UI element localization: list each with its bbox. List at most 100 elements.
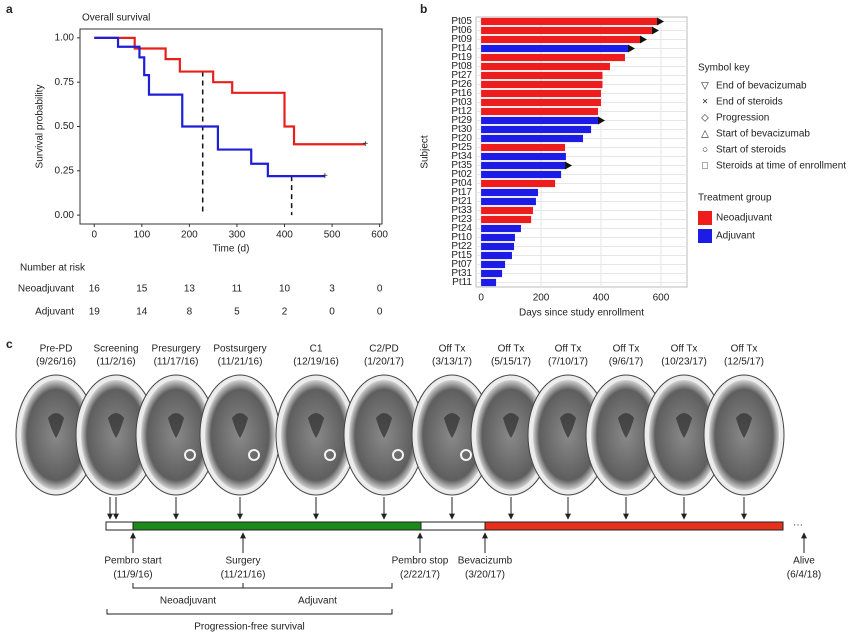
mri-ventricle: [618, 413, 634, 438]
y-tick-label: Pt23: [451, 214, 472, 225]
event-date: (11/9/16): [113, 570, 152, 581]
legend-item: Start of steroids: [716, 145, 786, 156]
y-tick-label: Pt30: [451, 124, 472, 135]
plot-frame: [79, 28, 383, 225]
event-date: (3/20/17): [465, 570, 505, 581]
legend-symbol: ◇: [701, 113, 709, 124]
bar: [481, 98, 601, 107]
survival-curve: [94, 36, 366, 146]
scan-date: (12/5/17): [724, 357, 764, 368]
scan-date: (11/2/16): [96, 357, 135, 368]
legend-item: End of steroids: [716, 97, 783, 108]
y-tick-label: 0.25: [55, 165, 75, 176]
risk-value: 10: [279, 284, 291, 295]
y-tick-label: Pt09: [451, 34, 472, 45]
bar: [481, 107, 598, 116]
scan-label: Pre-PD: [40, 344, 73, 355]
x-tick-label: 100: [133, 230, 150, 241]
bar: [481, 233, 515, 242]
lesion: [460, 449, 472, 461]
censor-mark: +: [322, 171, 328, 182]
x-tick-label: 300: [229, 230, 246, 241]
phase-label: Progression-free survival: [194, 622, 305, 633]
bar: [481, 134, 583, 143]
y-axis-label: Survival probability: [35, 85, 46, 169]
scan-date: (12/19/16): [293, 357, 339, 368]
phase-bracket: [106, 609, 393, 615]
bar: [481, 224, 521, 233]
risk-value: 8: [187, 307, 193, 318]
event-date: (6/4/18): [787, 570, 821, 581]
lesion: [248, 449, 260, 461]
panel-label: a: [6, 2, 13, 16]
ongoing-arrow: [627, 44, 635, 53]
bevacizumab-period: [484, 521, 784, 531]
phase-label: Adjuvant: [298, 596, 337, 607]
lesion: [324, 449, 336, 461]
y-tick-label: Pt26: [451, 79, 472, 90]
legend-item: Start of bevacizumab: [716, 129, 810, 140]
bar: [481, 188, 539, 197]
legend-symbol: □: [702, 161, 708, 172]
risk-value: 11: [232, 284, 243, 295]
bar: [481, 152, 566, 161]
mri-ventricle: [676, 413, 692, 438]
bar: [481, 17, 658, 26]
risk-value: 15: [136, 284, 148, 295]
panel-label: b: [420, 2, 427, 16]
y-tick-label: Pt29: [451, 115, 472, 126]
scan-label: C2/PD: [369, 344, 398, 355]
legend-symbol: ×: [702, 97, 708, 108]
mri-ventricle: [108, 413, 124, 438]
y-tick-label: Pt16: [451, 88, 472, 99]
bar: [481, 242, 515, 251]
bar: [481, 215, 532, 224]
legend-item: Progression: [716, 113, 769, 124]
mri-ventricle: [560, 413, 576, 438]
bar: [481, 260, 506, 269]
lesion: [184, 449, 196, 461]
y-tick-label: Pt14: [451, 43, 472, 54]
y-tick-label: Pt11: [452, 277, 472, 288]
x-tick-label: 0: [91, 230, 97, 241]
plot-bg: [475, 16, 688, 288]
bar: [481, 116, 598, 125]
ongoing-arrow: [565, 161, 573, 170]
risk-value: 0: [377, 284, 383, 295]
pembro-period: [132, 521, 422, 531]
bar: [481, 206, 533, 215]
risk-value: 0: [329, 307, 335, 318]
scan-date: (9/6/17): [609, 357, 643, 368]
y-tick-label: Pt10: [451, 232, 472, 243]
y-tick-label: Pt34: [451, 151, 472, 162]
mri-ventricle: [503, 413, 519, 438]
y-tick-label: Pt02: [451, 169, 472, 180]
legend-symbol: ○: [702, 145, 708, 156]
bar: [481, 179, 556, 188]
risk-value: 16: [89, 284, 101, 295]
mri-ventricle: [444, 413, 460, 438]
y-tick-label: Pt24: [451, 223, 472, 234]
ongoing-arrow: [597, 116, 605, 125]
y-tick-label: Pt27: [451, 70, 472, 81]
scan-label: Postsurgery: [213, 344, 266, 355]
x-axis-label: Time (d): [213, 244, 250, 255]
x-tick-label: 0: [478, 293, 484, 304]
phase-bracket: [242, 583, 393, 589]
bar: [481, 53, 625, 62]
scan-label: Off Tx: [671, 344, 698, 355]
survival-curve: [94, 36, 325, 178]
legend-swatch: [698, 211, 712, 225]
risk-value: 0: [377, 307, 383, 318]
bar: [481, 143, 566, 152]
legend-item: Steroids at time of enrollment: [716, 161, 846, 172]
legend-item: Adjuvant: [716, 231, 755, 242]
y-tick-label: Pt19: [451, 52, 472, 63]
risk-value: 5: [234, 307, 240, 318]
bar: [481, 35, 640, 44]
y-tick-label: Pt25: [451, 142, 472, 153]
scan-date: (7/10/17): [548, 357, 588, 368]
chart-title: Overall survival: [82, 13, 150, 24]
y-tick-label: Pt05: [451, 16, 472, 27]
y-tick-label: Pt04: [451, 178, 472, 189]
